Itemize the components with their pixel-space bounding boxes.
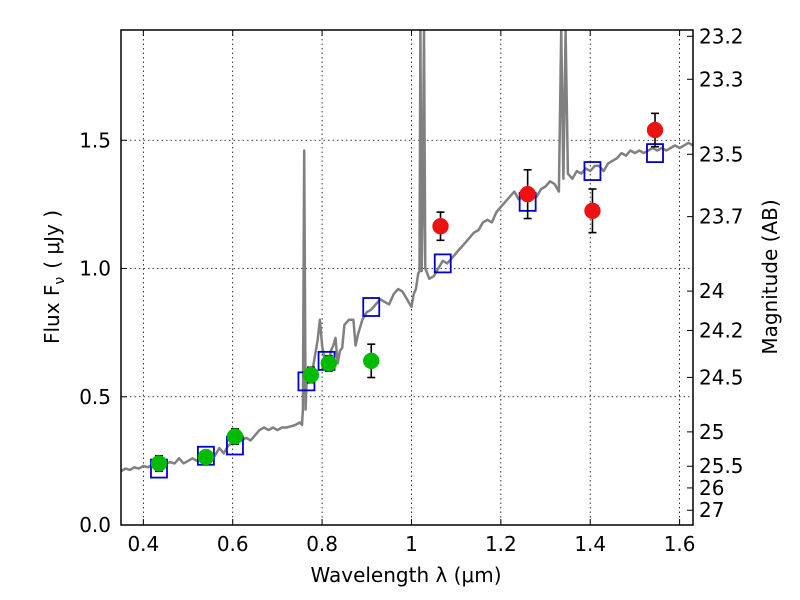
mag-tick-label: 25.5: [699, 454, 744, 478]
y-tick-label: 0.5: [79, 385, 111, 409]
nir-data-point: [646, 121, 664, 139]
mag-tick-label: 24.2: [699, 318, 744, 342]
optical-data-point: [226, 428, 244, 445]
nir-data-point: [519, 185, 536, 203]
y-axis-label: Flux Fν ( μJy ): [40, 210, 68, 344]
grid-layer: [121, 30, 693, 526]
tick-layer: 0.4 0.6 0.8 1 1.2 1.4 1.6 0.0 0.5 1.0 1.5 23.2 23.3 2…: [79, 24, 743, 556]
mag-tick-label: 24: [699, 279, 724, 303]
x-tick-label: 1.2: [485, 532, 517, 556]
right-axis-label: Magnitude (AB): [758, 199, 782, 354]
x-tick-label: 1: [405, 532, 418, 556]
model-photometry-square: [433, 253, 452, 274]
mag-tick-label: 23.5: [699, 142, 744, 166]
optical-data-point: [363, 352, 380, 370]
y-tick-label: 1.5: [79, 128, 111, 152]
x-tick-label: 1.6: [664, 532, 696, 556]
nir-data-point: [432, 217, 449, 235]
mag-tick-label: 25: [699, 420, 724, 444]
model-photometry-square: [583, 161, 602, 181]
model-photometry-square: [362, 297, 381, 317]
mag-tick-label: 26: [699, 476, 724, 500]
optical-data-point: [150, 455, 168, 472]
x-tick-label: 0.4: [127, 532, 159, 556]
clipped-data-group: [121, 30, 693, 479]
mag-tick-label: 24.5: [699, 365, 744, 389]
x-tick-label: 1.4: [574, 532, 606, 556]
plot-frame: [120, 29, 694, 526]
data-layer: [121, 30, 693, 479]
y-axis-label-unit: ( μJy ): [40, 210, 64, 269]
mag-tick-label: 27: [699, 498, 724, 522]
optical-data-point: [197, 448, 215, 466]
optical-data-point: [320, 355, 338, 372]
x-axis-label: Wavelength λ (μm): [310, 563, 501, 587]
nir-data-point: [584, 202, 601, 220]
x-tick-label: 0.6: [217, 532, 249, 556]
y-tick-label: 0.0: [79, 513, 111, 537]
y-tick-label: 1.0: [79, 257, 111, 281]
mag-tick-label: 23.2: [699, 24, 744, 48]
mag-tick-label: 23.3: [699, 67, 744, 91]
y-axis-label-sub: ν: [52, 277, 68, 285]
x-tick-label: 0.8: [306, 532, 338, 556]
y-axis-label-main: Flux F: [40, 285, 64, 344]
mag-tick-label: 23.7: [699, 205, 744, 229]
optical-data-point: [302, 366, 320, 384]
